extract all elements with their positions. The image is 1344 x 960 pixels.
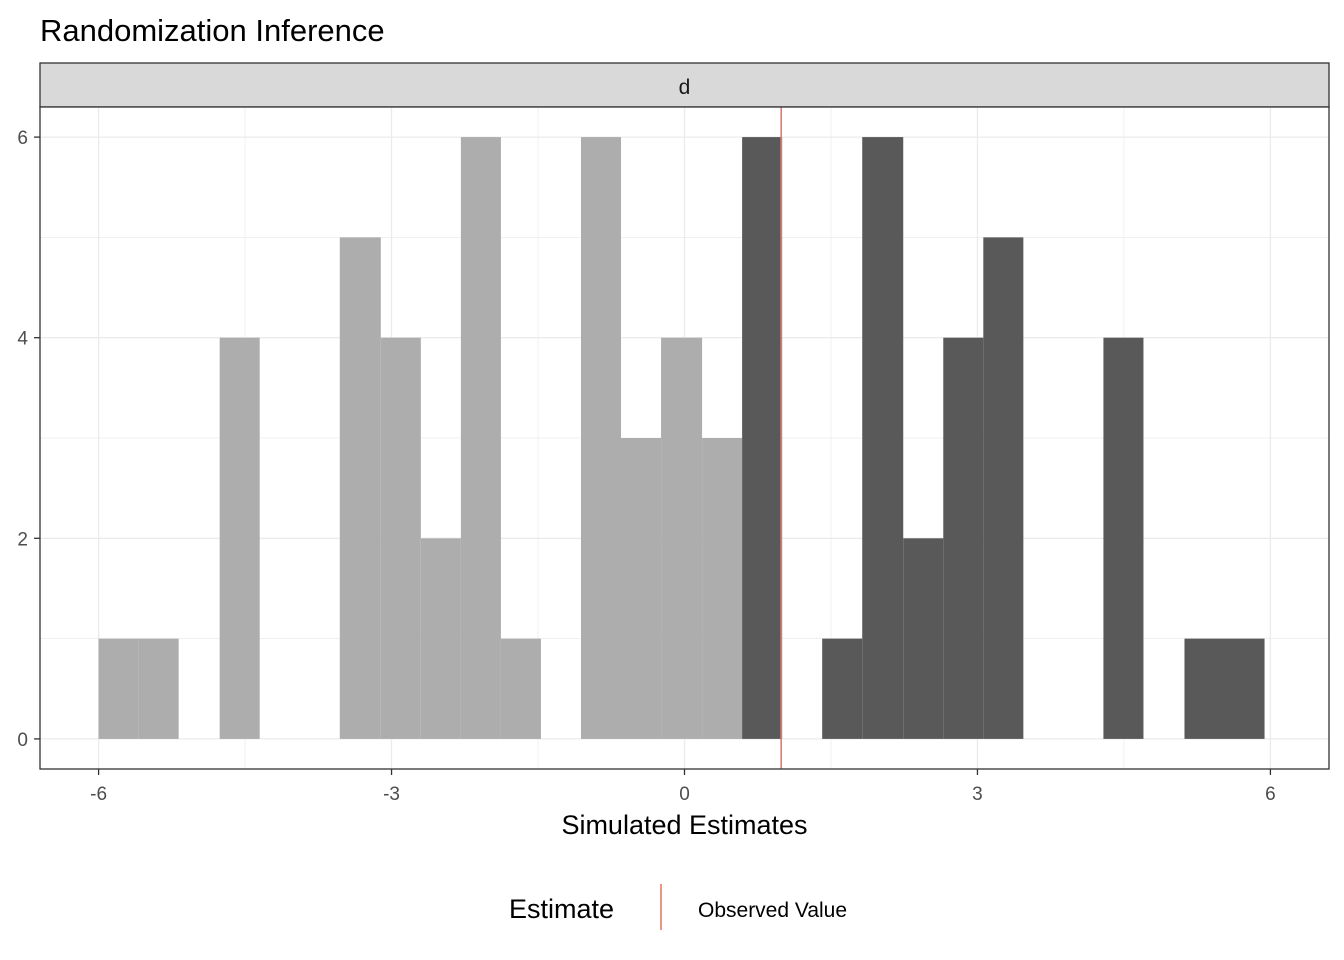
histogram-bar	[339, 237, 381, 739]
y-tick-label: 6	[17, 128, 28, 149]
axes: -6 -3 0 3 6 0 2 4 6	[17, 128, 1275, 805]
x-axis-title: Simulated Estimates	[561, 810, 807, 840]
histogram-bar	[460, 137, 501, 739]
histogram-bar-extreme	[742, 137, 783, 739]
histogram-bar-extreme	[1103, 337, 1144, 739]
facet-strip	[39, 62, 1330, 108]
histogram-bar	[500, 638, 541, 739]
x-tick-label: 0	[679, 784, 690, 805]
histogram-bar	[380, 337, 421, 739]
legend-label-observed-value: Observed Value	[698, 899, 847, 922]
histogram-bar-extreme	[862, 137, 904, 739]
histogram-bar	[420, 538, 461, 739]
x-tick-label: 3	[972, 784, 983, 805]
histogram-bar	[621, 438, 662, 739]
histogram-bar-extreme	[983, 237, 1024, 739]
histogram-bar	[580, 137, 622, 739]
x-tick-label: 6	[1265, 784, 1276, 805]
x-tick-label: -6	[90, 784, 107, 805]
histogram-bars	[98, 137, 1265, 739]
histogram-bar-extreme	[1224, 638, 1265, 739]
histogram-bar	[702, 438, 743, 739]
legend-title: Estimate	[509, 894, 614, 924]
histogram-bar	[98, 638, 139, 739]
histogram-bar-extreme	[943, 337, 984, 739]
y-tick-label: 4	[17, 329, 28, 350]
y-tick-label: 2	[17, 529, 28, 550]
chart-title: Randomization Inference	[40, 13, 385, 48]
y-tick-label: 0	[17, 730, 28, 751]
histogram-bar	[219, 337, 260, 739]
legend: Estimate Observed Value	[509, 884, 847, 930]
facet-strip-label: d	[679, 76, 691, 99]
histogram-bar-extreme	[1184, 638, 1225, 739]
histogram-bar	[661, 337, 703, 739]
x-tick-label: -3	[383, 784, 400, 805]
histogram-bar-extreme	[822, 638, 863, 739]
histogram-bar-extreme	[903, 538, 944, 739]
histogram-bar	[138, 638, 179, 739]
